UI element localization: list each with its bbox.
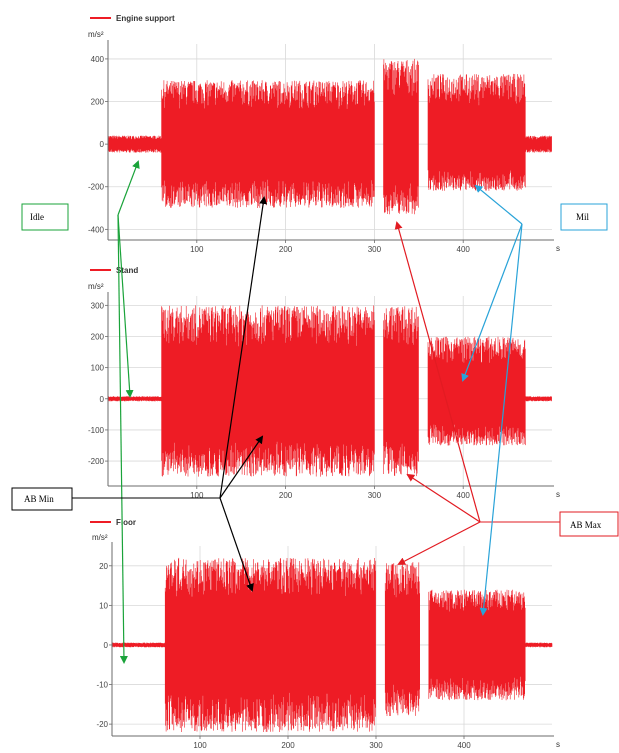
ab-min-arrow — [219, 435, 264, 499]
callout-ab-max-label: AB Max — [570, 520, 602, 530]
y-tick-label: 200 — [91, 98, 105, 107]
legend-label-floor: Floor — [116, 518, 136, 527]
callout-idle-label: Idle — [30, 212, 44, 222]
x-tick-label: 200 — [279, 491, 293, 500]
x-tick-label: 400 — [457, 741, 471, 750]
ab-min-arrow — [219, 497, 254, 592]
ab-max-arrow — [406, 473, 481, 523]
callout-ab-min-label: AB Min — [24, 494, 54, 504]
annotation-arrows — [72, 160, 560, 664]
y-tick-label: 200 — [91, 332, 105, 341]
y-tick-label: 400 — [91, 55, 105, 64]
signal-trace-stand — [107, 305, 552, 477]
y-unit-label: m/s² — [88, 282, 104, 291]
idle-arrow — [117, 214, 128, 664]
x-tick-label: 400 — [457, 491, 471, 500]
x-unit-label: s — [556, 740, 560, 749]
mil-arrow — [479, 223, 523, 616]
signal-trace-engine-support — [107, 58, 552, 215]
x-tick-label: 100 — [190, 245, 204, 254]
y-tick-label: -10 — [96, 681, 108, 690]
x-tick-label: 200 — [281, 741, 295, 750]
x-tick-label: 300 — [368, 491, 382, 500]
y-tick-label: 20 — [99, 562, 108, 571]
y-tick-label: 0 — [104, 641, 109, 650]
panel-engine-support: Engine support m/s² s 400 200 0 -200 -400 100… — [88, 14, 560, 254]
y-tick-label: 100 — [91, 364, 105, 373]
y-tick-label: -200 — [88, 183, 105, 192]
y-tick-label: -100 — [88, 426, 105, 435]
y-tick-label: -20 — [96, 720, 108, 729]
ab-min-arrow — [219, 196, 268, 499]
idle-arrow — [117, 214, 134, 398]
mil-arrow — [461, 223, 523, 382]
x-tick-label: 100 — [190, 491, 204, 500]
x-tick-label: 100 — [193, 741, 207, 750]
x-tick-label: 300 — [368, 245, 382, 254]
callout-mil-label: Mil — [576, 212, 590, 222]
y-tick-label: 300 — [91, 301, 105, 310]
y-unit-label: m/s² — [92, 533, 108, 542]
ab-max-arrow — [397, 521, 481, 565]
x-tick-label: 200 — [279, 245, 293, 254]
y-unit-label: m/s² — [88, 30, 104, 39]
x-tick-label: 400 — [457, 245, 471, 254]
y-tick-label: -200 — [88, 457, 105, 466]
x-unit-label: s — [556, 244, 560, 253]
ab-max-arrow — [394, 221, 481, 523]
callout-mil: Mil — [560, 203, 608, 231]
x-tick-label: 300 — [369, 741, 383, 750]
x-unit-label: s — [556, 490, 560, 499]
legend-label-engine-support: Engine support — [116, 14, 175, 23]
callout-ab-max: AB Max — [559, 511, 619, 537]
legend-label-stand: Stand — [116, 266, 138, 275]
idle-arrow — [117, 160, 140, 216]
plot-area-engine-support: 400 200 0 -200 -400 100 200 300 400 — [88, 40, 554, 254]
plot-area-stand: 300 200 100 0 -100 -200 100 200 300 400 — [88, 292, 554, 500]
y-tick-label: 0 — [100, 140, 105, 149]
y-tick-label: -400 — [88, 225, 105, 234]
callout-idle: Idle — [21, 203, 69, 231]
y-tick-label: 10 — [99, 601, 108, 610]
mil-arrow — [474, 184, 523, 225]
callout-ab-min: AB Min — [11, 487, 73, 511]
y-tick-label: 0 — [100, 395, 105, 404]
